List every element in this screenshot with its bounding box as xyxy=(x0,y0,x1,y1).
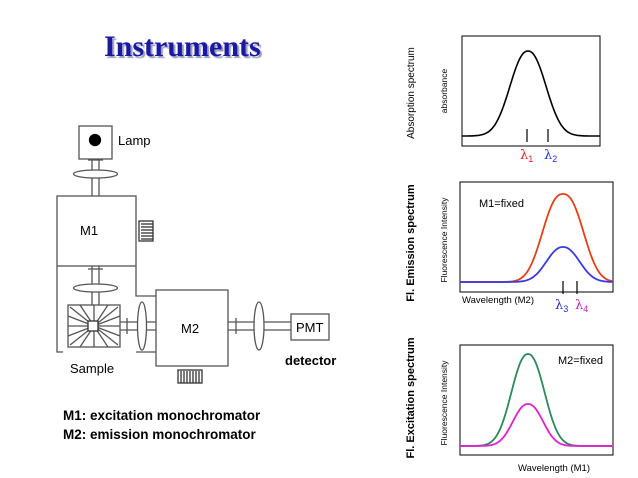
pmt-label: PMT xyxy=(296,320,324,335)
slide-title: Instruments xyxy=(104,30,261,63)
excitation-curve-green xyxy=(460,353,613,447)
sample-cuvette xyxy=(67,304,121,348)
excitation-curve-magenta xyxy=(460,403,613,447)
m1-knob xyxy=(138,220,154,242)
emission-curve-blue xyxy=(460,246,613,283)
emission-beam xyxy=(228,301,291,351)
m2-label: M2 xyxy=(181,321,199,336)
emission-note: M1=fixed xyxy=(479,198,524,210)
enclosure xyxy=(56,266,156,353)
m1-label: M1 xyxy=(80,223,98,238)
detector-label: detector xyxy=(285,353,336,368)
m2-knob xyxy=(177,369,203,384)
lambda1-marker: λ1 xyxy=(520,148,533,164)
emission-side-label: Fl. Emission spectrum xyxy=(405,184,417,302)
emission-panel: Fluorescence Intensity M1=fixed Waveleng… xyxy=(439,181,614,314)
excitation-xlabel: Wavelength (M1) xyxy=(518,463,590,474)
emission-ylabel: Fluorescence Intensity xyxy=(439,197,449,283)
emission-frame xyxy=(459,181,614,293)
excitation-side-label: Fl. Excitation spectrum xyxy=(405,337,417,458)
absorption-ylabel: absorbance xyxy=(439,69,449,114)
legend-m1: M1: excitation monochromator xyxy=(63,408,261,423)
lamp-beam xyxy=(72,159,119,196)
absorption-side-label: Absorption spectrum xyxy=(406,47,417,139)
absorption-panel: absorbance λ1 λ2 xyxy=(439,35,601,164)
lamp-label: Lamp xyxy=(118,133,151,148)
excitation-ylabel: Fluorescence Intensity xyxy=(439,360,449,446)
emission-xlabel: Wavelength (M2) xyxy=(462,295,534,306)
absorption-frame xyxy=(461,35,601,147)
m1-box xyxy=(56,195,137,267)
lambda4-marker: λ4 xyxy=(575,298,588,314)
lamp-bulb xyxy=(88,133,102,147)
sample-beam xyxy=(120,301,156,351)
excitation-frame xyxy=(459,344,614,456)
excitation-beam xyxy=(72,266,119,305)
absorption-curve xyxy=(462,50,600,137)
lambda2-marker: λ2 xyxy=(544,148,557,164)
sample-label: Sample xyxy=(70,361,114,376)
instrument-diagram: Lamp M1 xyxy=(56,125,336,384)
legend-m2: M2: emission monochromator xyxy=(63,427,256,442)
pmt-box xyxy=(290,313,330,341)
m2-box xyxy=(155,289,229,367)
excitation-note: M2=fixed xyxy=(558,355,603,367)
excitation-panel: Fluorescence Intensity M2=fixed Waveleng… xyxy=(439,344,614,474)
lambda3-marker: λ3 xyxy=(555,298,568,314)
